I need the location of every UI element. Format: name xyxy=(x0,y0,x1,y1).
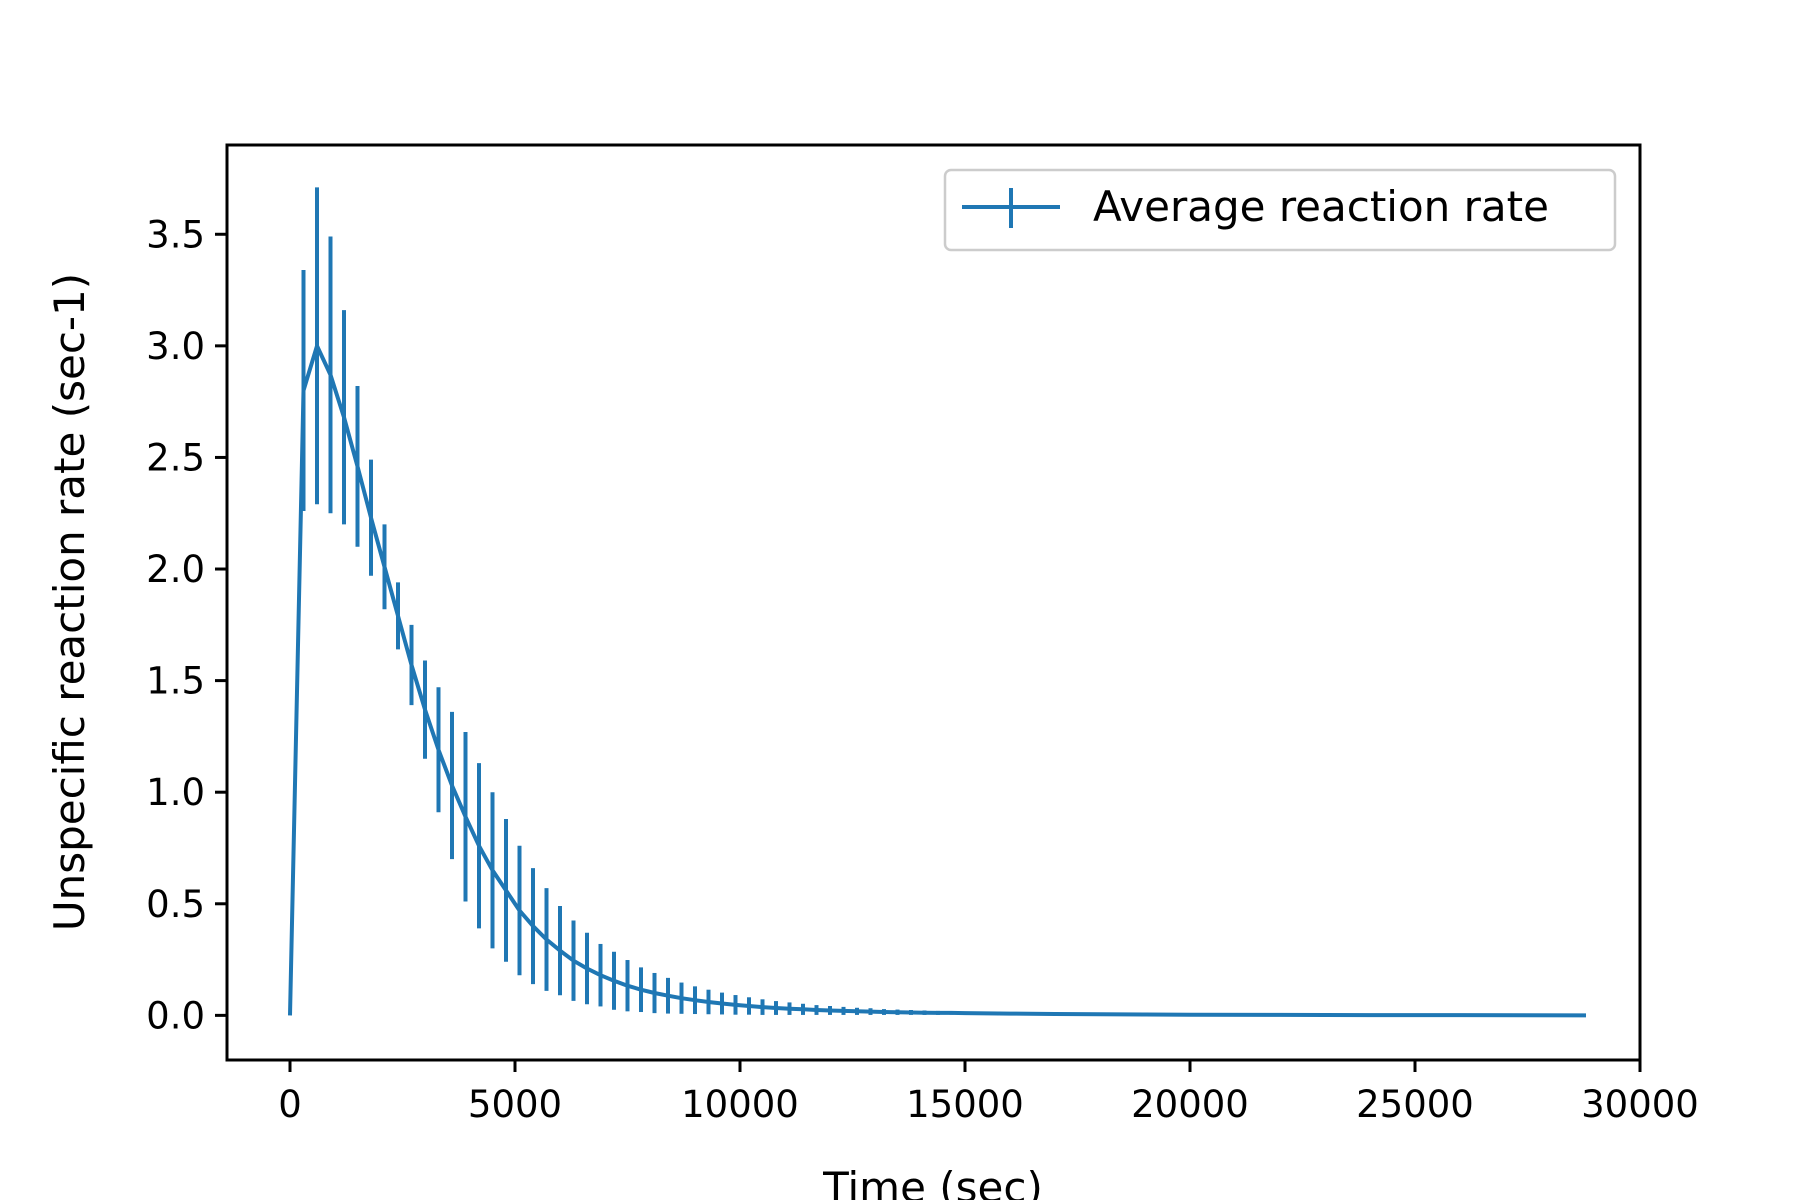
series-line xyxy=(288,343,1587,1018)
x-axis: 0 5000 10000 15000 20000 25000 30000 xyxy=(278,1060,1699,1126)
plot-area xyxy=(288,187,1587,1018)
legend: Average reaction rate xyxy=(943,168,1617,252)
y-tick-label: 1.5 xyxy=(146,660,205,703)
y-tick-label: 1.0 xyxy=(146,771,205,814)
x-tick-label: 10000 xyxy=(681,1083,799,1126)
x-tick-label: 0 xyxy=(278,1083,302,1126)
y-axis: 0.0 0.5 1.0 1.5 2.0 2.5 3.0 3.5 xyxy=(146,213,227,1037)
x-tick-label: 25000 xyxy=(1356,1083,1474,1126)
x-tick-label: 5000 xyxy=(468,1083,562,1126)
y-tick-label: 0.5 xyxy=(146,883,205,926)
y-tick-label: 2.0 xyxy=(146,548,205,591)
x-tick-label: 15000 xyxy=(906,1083,1024,1126)
y-tick-label: 0.0 xyxy=(146,994,205,1037)
y-tick-label: 2.5 xyxy=(146,436,205,479)
x-axis-label: Time (sec) xyxy=(822,1163,1043,1200)
x-tick-label: 30000 xyxy=(1581,1083,1699,1126)
x-tick-label: 20000 xyxy=(1131,1083,1249,1126)
legend-box xyxy=(943,168,1617,252)
axes-frame xyxy=(225,143,1642,1062)
y-tick-label: 3.0 xyxy=(146,325,205,368)
legend-label: Average reaction rate xyxy=(1093,182,1549,231)
y-tick-label: 3.5 xyxy=(146,213,205,256)
y-axis-label: Unspecific reaction rate (sec-1) xyxy=(45,273,94,931)
